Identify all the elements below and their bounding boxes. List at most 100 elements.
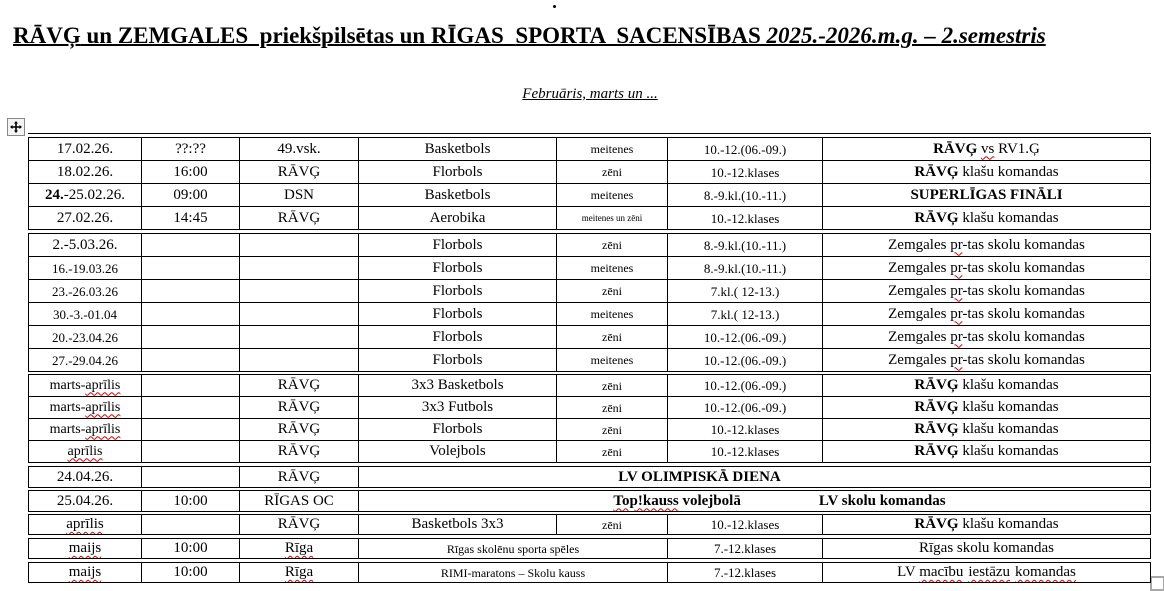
cell-gender[interactable]: zēni (557, 441, 668, 462)
cell-date[interactable]: 24.-25.02.26. (29, 184, 142, 206)
cell-classes[interactable]: 10.-12.klases (668, 161, 823, 183)
cell-time[interactable] (142, 303, 240, 325)
cell-teams[interactable]: RĀVĢ klašu komandas (823, 397, 1150, 418)
cell-venue[interactable] (240, 280, 359, 302)
cell-time[interactable] (142, 234, 240, 256)
cell-teams[interactable]: RĀVĢ klašu komandas (823, 161, 1150, 183)
cell-classes[interactable]: 10.-12.klases (668, 441, 823, 462)
cell-date[interactable]: 16.-19.03.26 (29, 257, 142, 279)
cell-date[interactable]: 27.02.26. (29, 207, 142, 229)
cell-date[interactable]: aprīlis (29, 441, 142, 462)
cell-sport[interactable]: 3x3 Basketbols (359, 375, 557, 396)
cell-date[interactable]: 30.-3.-01.04 (29, 303, 142, 325)
cell-venue[interactable] (240, 326, 359, 348)
cell-sport[interactable]: Florbols (359, 280, 557, 302)
cell-time[interactable] (142, 397, 240, 418)
cell-classes[interactable]: 10.-12.klases (668, 207, 823, 229)
cell-teams[interactable]: Rīgas skolu komandas (823, 539, 1150, 558)
cell-time[interactable] (142, 349, 240, 371)
cell-venue[interactable]: RĀVĢ (240, 397, 359, 418)
cell-classes[interactable]: 8.-9.kl.(10.-11.) (668, 184, 823, 206)
cell-teams[interactable]: Zemgales pr-tas skolu komandas (823, 326, 1150, 348)
cell-sport-merged[interactable]: Rīgas skolēnu sporta spēles (359, 539, 668, 558)
cell-venue[interactable] (240, 257, 359, 279)
cell-date[interactable]: aprīlis (29, 515, 142, 534)
cell-time[interactable]: 10:00 (142, 491, 240, 511)
cell-teams[interactable]: RĀVĢ klašu komandas (823, 441, 1150, 462)
cell-venue[interactable] (240, 303, 359, 325)
cell-gender[interactable]: meitenes (557, 303, 668, 325)
cell-venue[interactable]: RĀVĢ (240, 441, 359, 462)
cell-date[interactable]: 27.-29.04.26 (29, 349, 142, 371)
cell-venue[interactable]: RĀVĢ (240, 161, 359, 183)
cell-sport[interactable]: Florbols (359, 326, 557, 348)
cell-time[interactable] (142, 257, 240, 279)
cell-venue[interactable]: RĀVĢ (240, 419, 359, 440)
cell-gender[interactable]: zēni (557, 234, 668, 256)
cell-time[interactable]: 10:00 (142, 563, 240, 582)
cell-time[interactable] (142, 419, 240, 440)
cell-time[interactable] (142, 280, 240, 302)
cell-venue[interactable]: RĀVĢ (240, 375, 359, 396)
cell-time[interactable] (142, 375, 240, 396)
cell-event-merged[interactable]: Top!kauss volejbolā LV skolu komandas (359, 491, 1150, 511)
document-title[interactable]: RĀVĢ un ZEMGALES priekšpilsētas un RĪGAS… (13, 21, 1153, 51)
cell-venue[interactable]: RĪGAS OC (240, 491, 359, 511)
cell-date[interactable]: maijs (29, 539, 142, 558)
cell-classes[interactable]: 10.-12.(06.-09.) (668, 326, 823, 348)
cell-classes[interactable]: 7.-12.klases (668, 563, 823, 582)
cell-date[interactable]: marts-aprīlis (29, 397, 142, 418)
cell-classes[interactable]: 10.-12.(06.-09.) (668, 138, 823, 160)
cell-venue[interactable]: DSN (240, 184, 359, 206)
cell-teams[interactable]: RĀVĢ klašu komandas (823, 375, 1150, 396)
cell-time[interactable]: ??:?? (142, 138, 240, 160)
cell-time[interactable] (142, 515, 240, 534)
cell-venue[interactable]: 49.vsk. (240, 138, 359, 160)
document-subtitle[interactable]: Februāris, marts un ... (28, 86, 1152, 103)
cell-gender[interactable]: meitenes (557, 257, 668, 279)
cell-teams[interactable]: Zemgales pr-tas skolu komandas (823, 257, 1150, 279)
cell-time[interactable] (142, 441, 240, 462)
cell-teams[interactable]: RĀVĢ klašu komandas (823, 515, 1150, 534)
cell-sport[interactable]: Florbols (359, 257, 557, 279)
cell-teams[interactable]: LV macību iestāzu komandas (823, 563, 1150, 582)
cell-classes[interactable]: 7.kl.( 12-13.) (668, 303, 823, 325)
cell-time[interactable] (142, 467, 240, 487)
cell-sport[interactable]: Florbols (359, 234, 557, 256)
cell-date[interactable]: 2.-5.03.26. (29, 234, 142, 256)
cell-time[interactable] (142, 326, 240, 348)
cell-sport[interactable]: Florbols (359, 161, 557, 183)
cell-gender[interactable]: zēni (557, 397, 668, 418)
cell-venue[interactable] (240, 349, 359, 371)
cell-gender[interactable]: meitenes un zēni (557, 207, 668, 229)
cell-gender[interactable]: zēni (557, 515, 668, 534)
cell-gender[interactable]: zēni (557, 326, 668, 348)
cell-date[interactable]: 25.04.26. (29, 491, 142, 511)
cell-sport[interactable]: Basketbols (359, 138, 557, 160)
cell-sport[interactable]: Florbols (359, 303, 557, 325)
cell-gender[interactable]: meitenes (557, 349, 668, 371)
cell-time[interactable]: 09:00 (142, 184, 240, 206)
cell-date[interactable]: 17.02.26. (29, 138, 142, 160)
cell-classes[interactable]: 7.kl.( 12-13.) (668, 280, 823, 302)
cell-time[interactable]: 10:00 (142, 539, 240, 558)
cell-sport[interactable]: Basketbols (359, 184, 557, 206)
cell-sport[interactable]: Volejbols (359, 441, 557, 462)
cell-classes[interactable]: 10.-12.(06.-09.) (668, 349, 823, 371)
cell-gender[interactable]: zēni (557, 161, 668, 183)
cell-classes[interactable]: 8.-9.kl.(10.-11.) (668, 234, 823, 256)
cell-date[interactable]: 18.02.26. (29, 161, 142, 183)
cell-time[interactable]: 14:45 (142, 207, 240, 229)
cell-classes[interactable]: 10.-12.klases (668, 419, 823, 440)
cell-classes[interactable]: 10.-12.(06.-09.) (668, 375, 823, 396)
cell-event-merged[interactable]: LV OLIMPISKĀ DIENA (359, 467, 1150, 487)
cell-gender[interactable]: meitenes (557, 184, 668, 206)
cell-time[interactable]: 16:00 (142, 161, 240, 183)
cell-sport[interactable]: Aerobika (359, 207, 557, 229)
table-move-handle-icon[interactable] (7, 118, 25, 136)
cell-teams[interactable]: Zemgales pr-tas skolu komandas (823, 303, 1150, 325)
cell-classes[interactable]: 10.-12.(06.-09.) (668, 397, 823, 418)
cell-teams[interactable]: SUPERLĪGAS FINĀLI (823, 184, 1150, 206)
cell-gender[interactable]: zēni (557, 375, 668, 396)
cell-date[interactable]: marts-aprīlis (29, 375, 142, 396)
